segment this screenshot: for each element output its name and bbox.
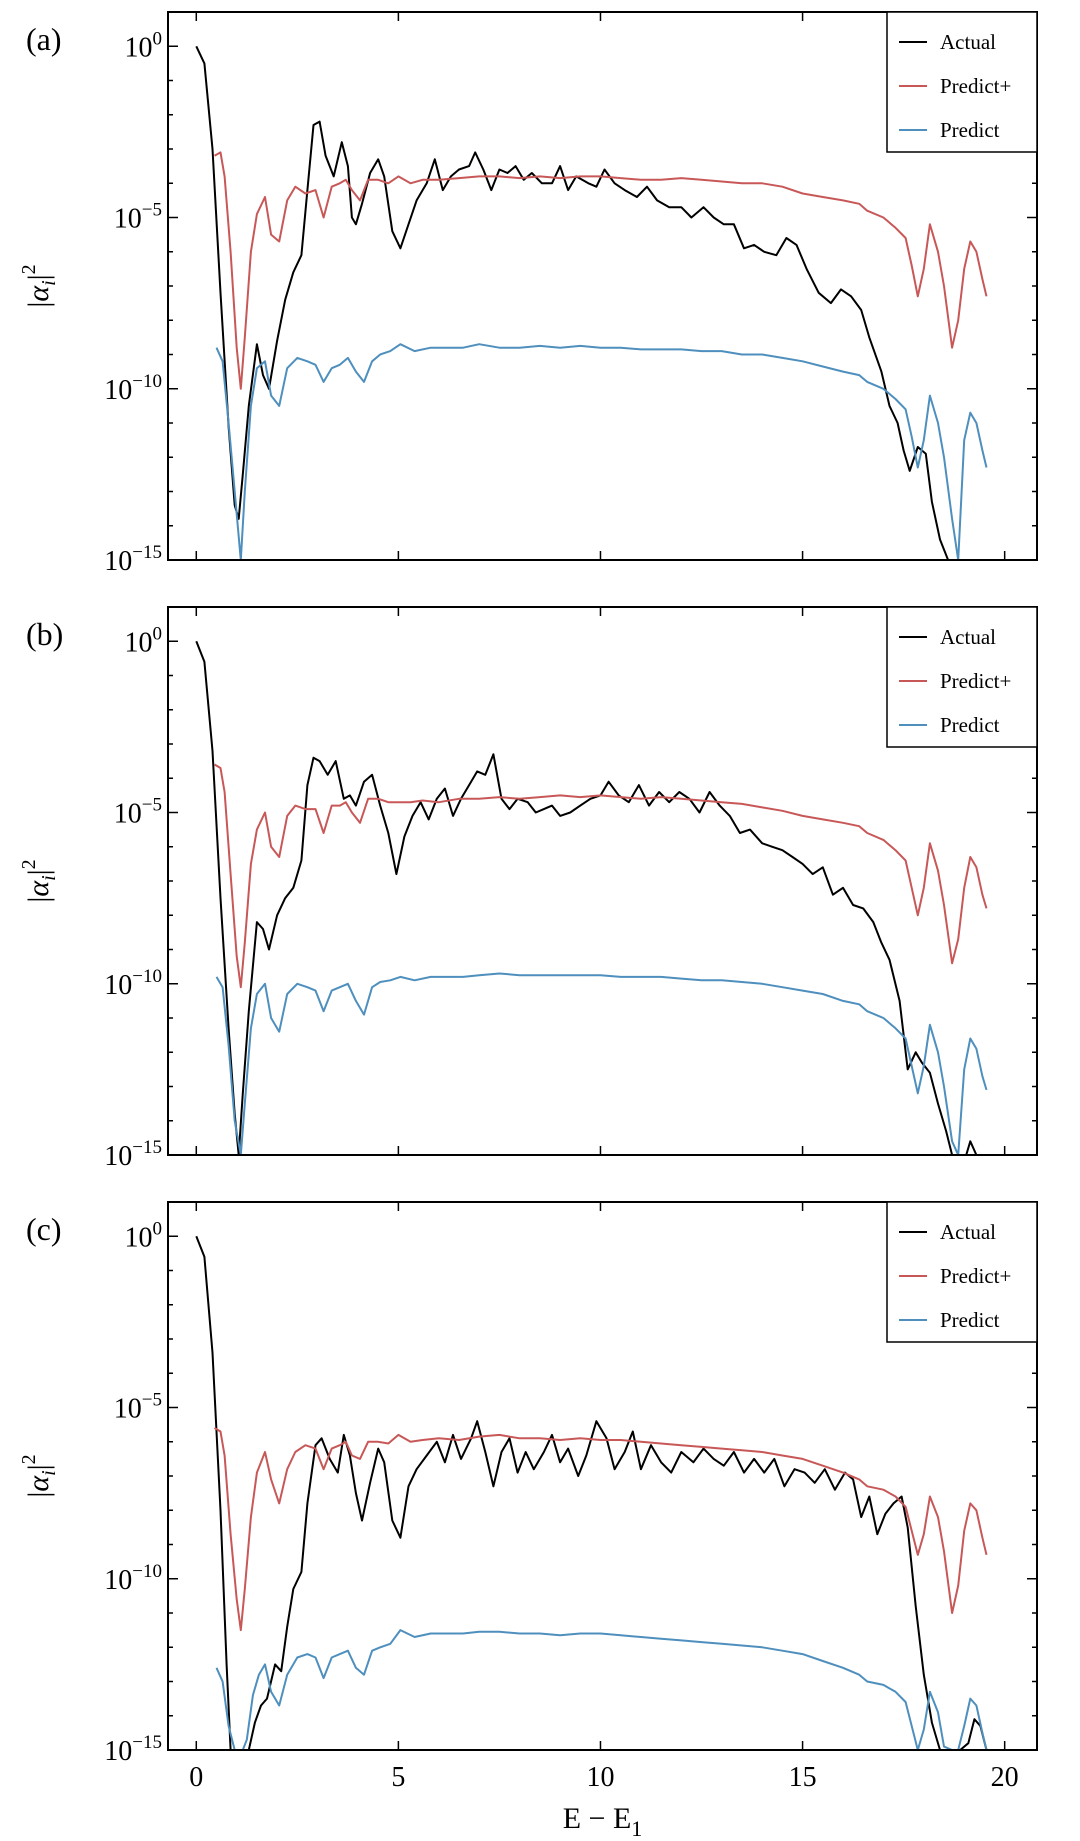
legend-label: Predict+ <box>940 1264 1011 1288</box>
y-tick-exponent: 0 <box>153 623 163 644</box>
legend-label: Predict <box>940 713 1000 737</box>
series-line-actual <box>195 45 950 560</box>
y-label-bar: | <box>22 302 55 308</box>
y-label-bar: | <box>22 1464 55 1470</box>
y-label-symbol: α <box>22 285 55 302</box>
legend: Actual Predict+ Predict <box>886 1201 1038 1343</box>
series-line-predict <box>215 972 988 1155</box>
series-line-predict-plus <box>213 1427 988 1632</box>
legend-label: Predict <box>940 118 1000 142</box>
series-line-actual <box>195 640 978 1155</box>
x-label-main: E − E <box>563 1802 632 1835</box>
y-label-bar: | <box>22 869 55 875</box>
legend-label: Actual <box>940 30 996 54</box>
y-label-bar: | <box>22 897 55 903</box>
legend: Actual Predict+ Predict <box>886 606 1038 748</box>
y-label-superscript: 2 <box>18 859 40 869</box>
x-label-subscript: 1 <box>631 1816 642 1841</box>
y-tick-exponent: −15 <box>132 542 162 563</box>
y-tick-base: 10 <box>104 970 132 1001</box>
x-axis-label: E − E1 <box>563 1802 643 1841</box>
legend-frame <box>886 11 1038 153</box>
y-axis-label: |αi|2 <box>18 1454 60 1497</box>
series-group <box>195 1235 988 1750</box>
legend-frame <box>886 606 1038 748</box>
y-tick-label: 10−10 <box>104 966 162 1001</box>
y-tick-label: 10−15 <box>104 1732 162 1767</box>
y-axis-label: |αi|2 <box>18 859 60 902</box>
y-tick-base: 10 <box>104 1565 132 1596</box>
legend-frame <box>886 1201 1038 1343</box>
y-tick-exponent: −15 <box>132 1732 162 1753</box>
legend-label: Predict <box>940 1308 1000 1332</box>
y-label-superscript: 2 <box>18 264 40 274</box>
y-tick-base: 10 <box>104 1736 132 1767</box>
y-label-bar: | <box>22 1492 55 1498</box>
y-tick-label: 10−10 <box>104 1561 162 1596</box>
series-line-predict-plus <box>213 763 988 989</box>
y-tick-base: 10 <box>104 375 132 406</box>
x-tick-label: 10 <box>586 1762 614 1793</box>
series-line-predict-plus <box>214 151 988 390</box>
panel-label: (b) <box>26 616 63 652</box>
y-tick-label: 10−5 <box>114 200 162 235</box>
y-label-subscript: i <box>38 280 60 286</box>
y-tick-exponent: −10 <box>132 966 162 987</box>
x-tick-label: 15 <box>789 1762 817 1793</box>
y-label-bar: | <box>22 274 55 280</box>
y-tick-exponent: −15 <box>132 1137 162 1158</box>
x-tick-label: 0 <box>189 1762 203 1793</box>
series-group <box>195 640 988 1155</box>
panel-label: (a) <box>26 21 62 57</box>
series-line-predict <box>215 343 988 560</box>
y-tick-label: 10−15 <box>104 542 162 577</box>
y-tick-exponent: −5 <box>142 1390 162 1411</box>
legend-label: Predict+ <box>940 74 1011 98</box>
y-label-symbol: α <box>22 880 55 897</box>
y-label-subscript: i <box>38 1470 60 1476</box>
y-tick-base: 10 <box>104 1141 132 1172</box>
y-tick-label: 10−5 <box>114 795 162 830</box>
y-tick-exponent: −10 <box>132 1561 162 1582</box>
y-tick-exponent: −5 <box>142 200 162 221</box>
y-tick-label: 10−10 <box>104 371 162 406</box>
y-axis-label: |αi|2 <box>18 264 60 307</box>
y-tick-base: 10 <box>114 799 142 830</box>
y-tick-base: 10 <box>125 1222 153 1253</box>
y-tick-base: 10 <box>114 204 142 235</box>
series-line-actual <box>195 1235 988 1750</box>
y-tick-label: 100 <box>125 28 163 63</box>
y-tick-label: 10−15 <box>104 1137 162 1172</box>
y-tick-base: 10 <box>114 1394 142 1425</box>
y-tick-exponent: 0 <box>153 28 163 49</box>
legend-label: Actual <box>940 625 996 649</box>
legend-label: Actual <box>940 1220 996 1244</box>
y-tick-exponent: −10 <box>132 371 162 392</box>
y-label-subscript: i <box>38 875 60 881</box>
y-tick-base: 10 <box>104 546 132 577</box>
y-tick-exponent: 0 <box>153 1218 163 1239</box>
x-tick-label: 5 <box>391 1762 405 1793</box>
panel-label: (c) <box>26 1211 62 1247</box>
y-tick-label: 10−5 <box>114 1390 162 1425</box>
y-label-symbol: α <box>22 1475 55 1492</box>
x-tick-label: 20 <box>991 1762 1019 1793</box>
series-line-predict <box>215 1629 988 1750</box>
y-tick-label: 100 <box>125 623 163 658</box>
series-group <box>195 45 988 560</box>
legend: Actual Predict+ Predict <box>886 11 1038 153</box>
y-tick-base: 10 <box>125 627 153 658</box>
legend-label: Predict+ <box>940 669 1011 693</box>
y-label-superscript: 2 <box>18 1454 40 1464</box>
y-tick-exponent: −5 <box>142 795 162 816</box>
y-tick-base: 10 <box>125 32 153 63</box>
y-tick-label: 100 <box>125 1218 163 1253</box>
